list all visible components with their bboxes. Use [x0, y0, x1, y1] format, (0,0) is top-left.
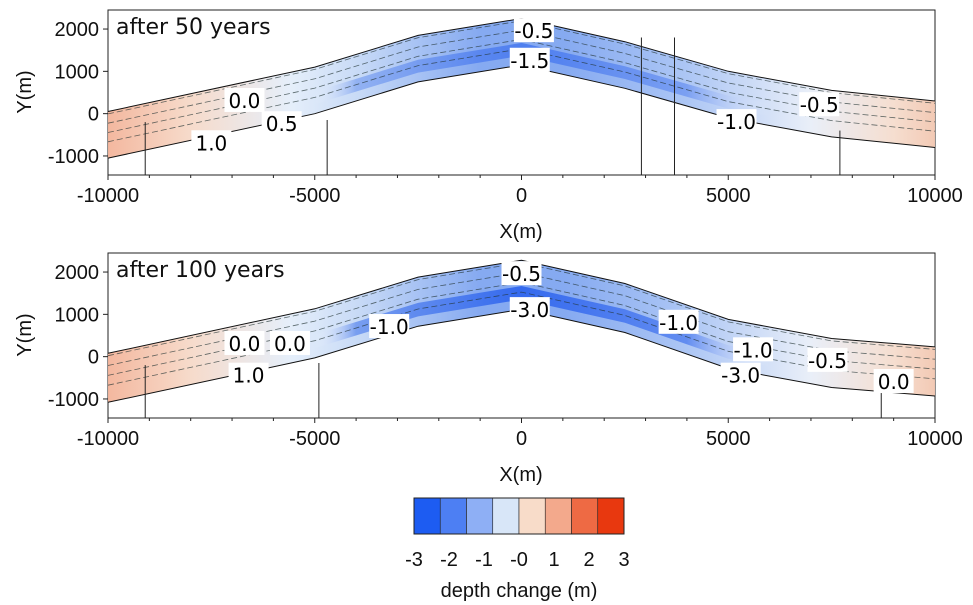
contour-label: 1.0	[233, 364, 265, 388]
contour-label-bg	[509, 47, 550, 72]
colorbar-cell	[597, 497, 625, 535]
contour-line	[107, 20, 936, 115]
colorbar-cell	[439, 497, 467, 535]
contour-label-bg	[228, 362, 269, 387]
contour-label: -1.0	[370, 315, 409, 339]
contour-label: -1.0	[734, 338, 773, 362]
colorbar-tick-label: -3	[405, 549, 423, 571]
x-tick-label: 0	[516, 428, 527, 450]
colorbar-cell	[466, 497, 494, 535]
contour-label: -1.0	[717, 110, 756, 134]
contour-label: -0.5	[800, 93, 839, 117]
contour-label: 0.0	[229, 332, 261, 356]
contour-label-bg	[269, 330, 310, 355]
y-axis-label: Y(m)	[14, 313, 36, 356]
colorbar-cell	[492, 497, 520, 535]
contour-label: -0.5	[808, 349, 847, 373]
colorbar-tick-label: 2	[583, 549, 594, 571]
contour-label: -1.0	[659, 311, 698, 335]
y-tick-label: 1000	[55, 61, 100, 83]
y-tick-label: -1000	[48, 146, 99, 168]
contour-label-bg	[720, 362, 761, 387]
x-tick-label: -10000	[77, 428, 139, 450]
y-tick-label: 0	[88, 347, 99, 369]
contour-label: -3.0	[721, 364, 760, 388]
contour-label-bg	[513, 18, 554, 43]
colorbar-tick-label: 3	[618, 549, 629, 571]
colorbar-label: depth change (m)	[441, 580, 598, 602]
contour-label: 0.0	[229, 89, 261, 113]
colorbar-tick-label: -1	[475, 549, 493, 571]
colorbar: -3 -2 -1 -0 1 2 3 depth change (m)	[405, 497, 630, 602]
contour-label: -3.0	[510, 298, 549, 322]
contour-label-bg	[509, 297, 550, 322]
contour-line	[107, 262, 936, 357]
y-axis-label: Y(m)	[14, 70, 36, 113]
y-tick-label: -1000	[48, 389, 99, 411]
colorbar-tick-label: -2	[440, 549, 458, 571]
band-edge-line	[107, 64, 936, 159]
contour-label-bg	[807, 347, 848, 372]
x-axis-label: X(m)	[499, 464, 542, 486]
contour-label-bg	[501, 261, 542, 286]
colorbar-ticks: -3 -2 -1 -0 1 2 3	[405, 549, 629, 571]
band-edge-line	[107, 308, 936, 403]
colorbar-tick-label: -0	[510, 549, 528, 571]
contour-line	[107, 281, 936, 376]
contour-label-bg	[658, 309, 699, 334]
contour-label: -0.5	[502, 262, 541, 286]
colorbar-cells	[413, 497, 625, 535]
contour-labels: -0.5-3.0-1.0 -1.0-1.0-3.0-0.50.00.0 0.01.0	[224, 261, 914, 394]
y-tick-label: 2000	[55, 262, 100, 284]
contour-label-bg	[799, 92, 840, 117]
contour-label: -0.5	[514, 19, 553, 43]
colorbar-cell	[544, 497, 572, 535]
panel-title: after 50 years	[116, 15, 271, 40]
band-edge-line	[107, 259, 936, 354]
x-tick-label: 0	[516, 185, 527, 207]
contour-label-bg	[733, 337, 774, 362]
contour-label: 0.0	[274, 332, 306, 356]
contour-label: 1.0	[195, 131, 227, 155]
x-tick-label: -5000	[289, 185, 340, 207]
colorbar-frame	[413, 497, 625, 535]
colorbar-cell	[571, 497, 599, 535]
colorbar-tick-label: 1	[548, 549, 559, 571]
contour-label: -1.5	[510, 49, 549, 73]
x-tick-label: 5000	[706, 428, 751, 450]
contour-labels: -0.5 -1.5 -0.5 -1.0 0.00.5 1.0	[191, 18, 840, 155]
contour-line	[107, 272, 936, 366]
x-tick-label: 5000	[706, 185, 751, 207]
contour-label-bg	[369, 314, 410, 339]
contour-label-bg	[716, 109, 757, 134]
x-tick-label: 10000	[907, 428, 963, 450]
panel-title: after 100 years	[116, 258, 285, 283]
colorbar-cell	[413, 497, 441, 535]
band-edge-line	[107, 17, 936, 112]
contour-label-bg	[224, 87, 265, 112]
contour-label-bg	[224, 330, 265, 355]
contour-label: 0.0	[878, 370, 910, 394]
colorbar-cell	[518, 497, 546, 535]
y-tick-label: 0	[88, 104, 99, 126]
contour-label: 0.5	[266, 112, 298, 136]
x-tick-label: -5000	[289, 428, 340, 450]
x-axis-label: X(m)	[499, 221, 542, 243]
x-tick-label: 10000	[907, 185, 963, 207]
y-tick-label: 1000	[55, 304, 100, 326]
contour-label-bg	[191, 130, 232, 155]
contour-line	[107, 48, 936, 143]
x-tick-label: -10000	[77, 185, 139, 207]
contour-label-bg	[261, 111, 302, 136]
contour-label-bg	[873, 369, 914, 394]
y-tick-label: 2000	[55, 19, 100, 41]
contour-line	[107, 291, 936, 386]
